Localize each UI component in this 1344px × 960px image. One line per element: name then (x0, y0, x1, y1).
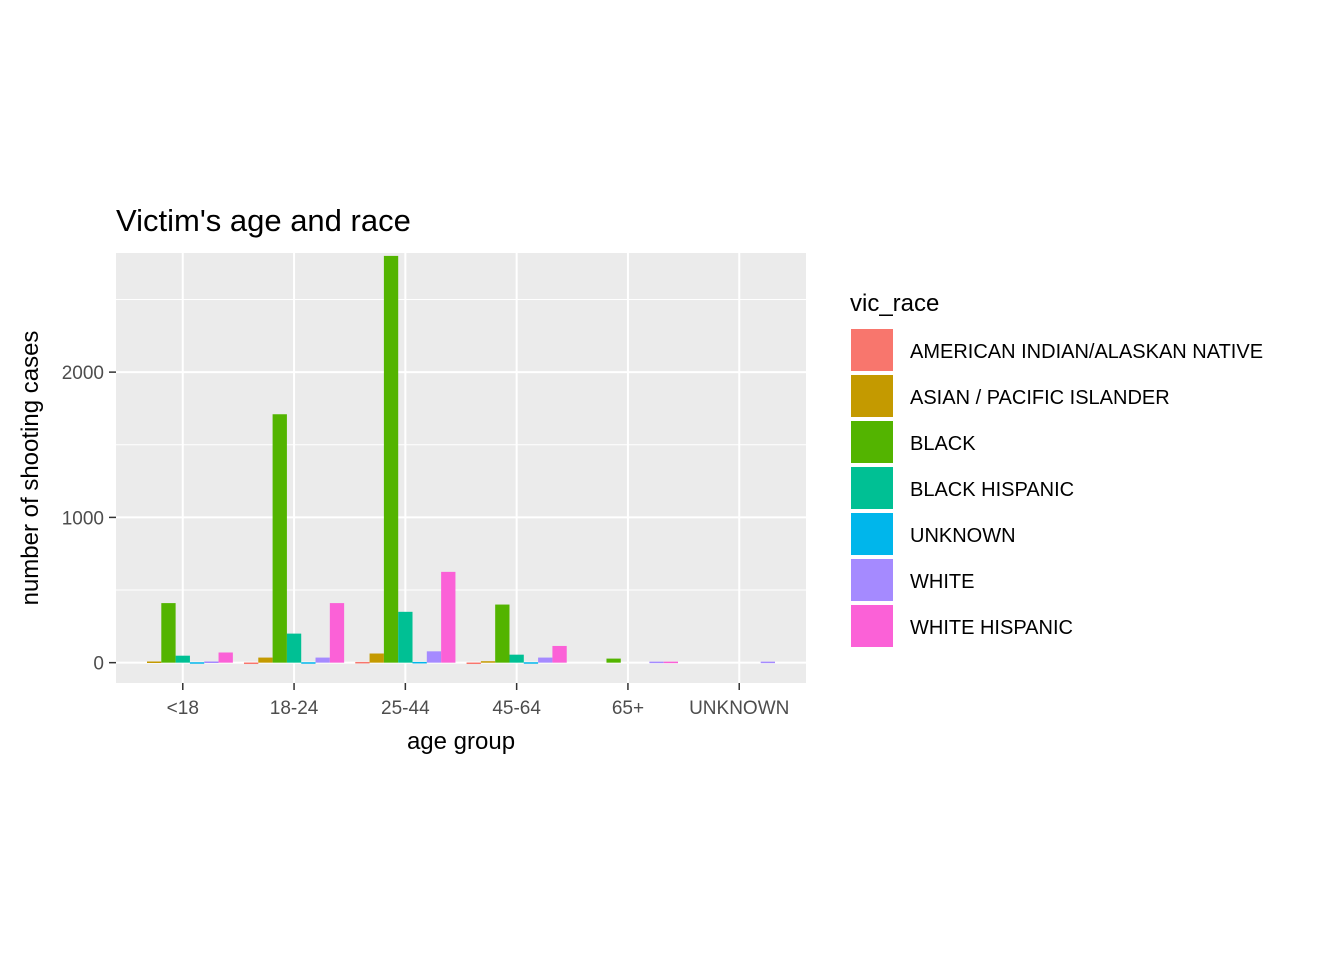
x-tick-label: 45-64 (492, 698, 541, 719)
bar (480, 661, 496, 663)
bar (663, 661, 679, 664)
bar (147, 661, 162, 663)
bars (147, 255, 775, 665)
bar (243, 662, 259, 665)
y-tick-label: 2000 (62, 363, 104, 384)
bar (441, 571, 456, 663)
legend-swatch (849, 419, 895, 465)
bar (369, 653, 384, 663)
bar (606, 658, 621, 663)
bar (509, 654, 524, 663)
y-tick-label: 0 (93, 654, 104, 675)
x-axis: <18 18-24 25-44 45-64 65+ UNKNOWN (167, 683, 789, 719)
bar (258, 657, 273, 663)
bar (301, 662, 316, 664)
bar (175, 655, 190, 663)
bar (495, 604, 510, 663)
bar (523, 662, 539, 664)
legend-label: BLACK HISPANIC (910, 479, 1074, 501)
bar (383, 255, 399, 663)
bar (204, 661, 219, 663)
legend-label: AMERICAN INDIAN/ALASKAN NATIVE (910, 341, 1263, 363)
x-tick-label: 65+ (612, 698, 644, 719)
legend-swatch (849, 511, 895, 557)
legend-label: ASIAN / PACIFIC ISLANDER (910, 387, 1170, 409)
x-tick-label: 25-44 (381, 698, 430, 719)
bar (272, 414, 287, 663)
legend-title: vic_race (850, 290, 939, 317)
bar (161, 603, 176, 663)
legend-label: UNKNOWN (910, 525, 1016, 547)
bar (760, 661, 775, 664)
plot-panel (116, 253, 806, 683)
y-tick-label: 1000 (62, 508, 104, 529)
bar (552, 645, 567, 663)
legend-swatch (849, 603, 895, 649)
legend-label: WHITE HISPANIC (910, 617, 1073, 639)
x-axis-label: age group (407, 728, 515, 755)
legend-label: WHITE (910, 571, 974, 593)
bar (412, 661, 427, 664)
legend: vic_race AMERICAN INDIAN/ALASKAN NATIVEA… (849, 290, 1263, 649)
bar (538, 657, 553, 663)
bar (649, 661, 664, 664)
bar (218, 652, 233, 663)
legend-swatch (849, 465, 895, 511)
legend-items: AMERICAN INDIAN/ALASKAN NATIVE ASIAN / PA… (849, 327, 1263, 649)
bar (189, 662, 205, 664)
y-axis-label: number of shooting cases (17, 331, 44, 606)
legend-swatch (849, 327, 895, 373)
bar (426, 651, 442, 663)
x-tick-label: 18-24 (270, 698, 319, 719)
bar (398, 611, 413, 663)
chart-title: Victim's age and race (116, 203, 411, 238)
bar (315, 657, 330, 663)
bar (355, 661, 370, 664)
x-tick-label: <18 (167, 698, 199, 719)
grid-minor (116, 298, 806, 591)
legend-swatch (849, 373, 895, 419)
bar (329, 603, 345, 663)
legend-swatch (849, 557, 895, 603)
bar (286, 633, 302, 663)
bar (466, 662, 481, 665)
y-axis: 0 1000 2000 (62, 363, 116, 675)
legend-label: BLACK (910, 433, 976, 455)
x-tick-label: UNKNOWN (689, 698, 789, 719)
